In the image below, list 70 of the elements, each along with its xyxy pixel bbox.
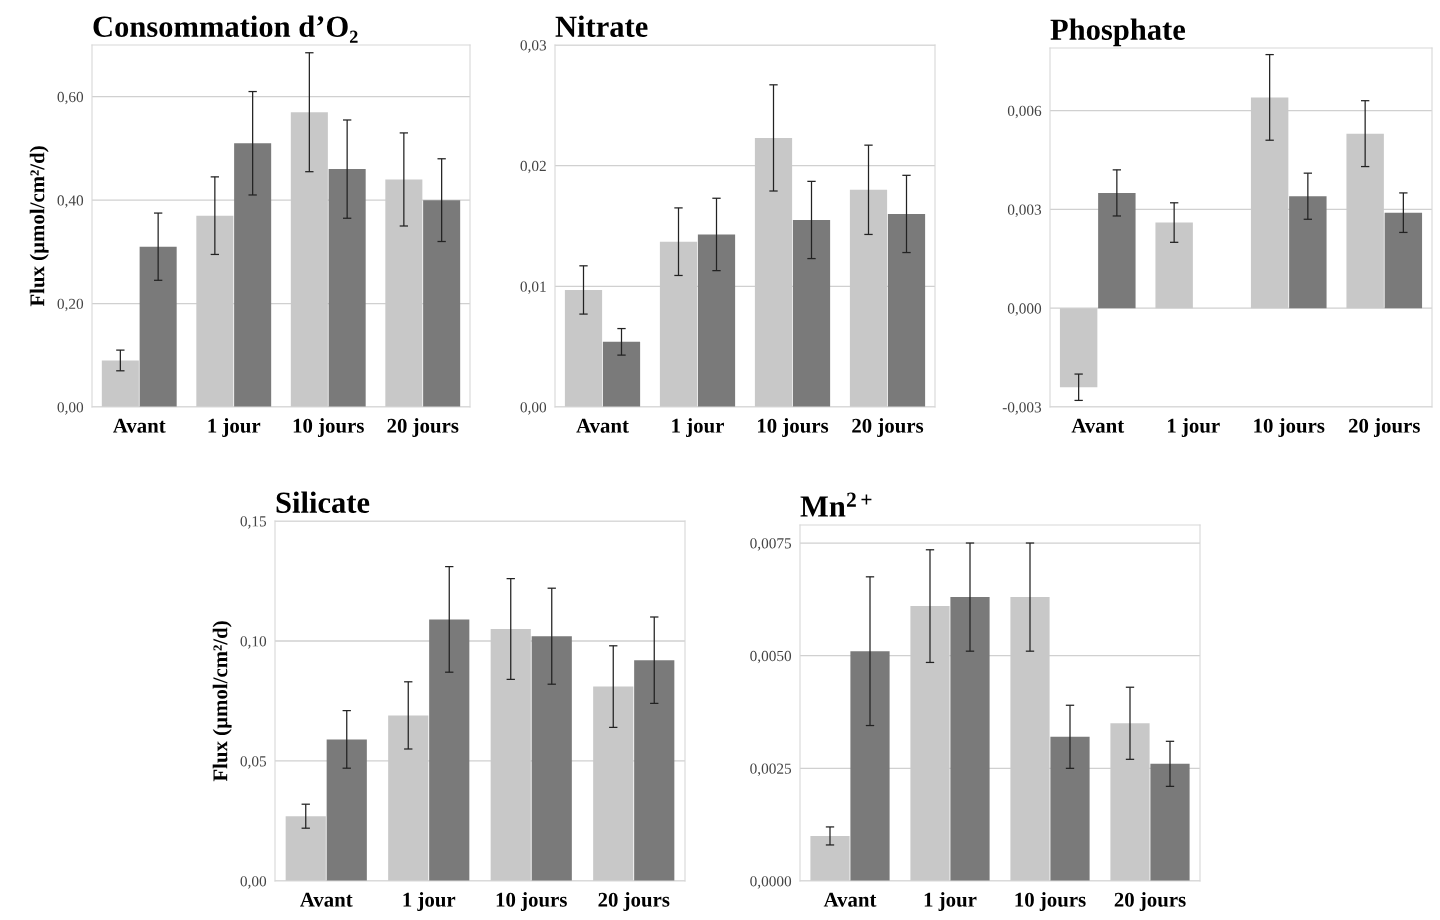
y-tick-label: 0,20 (57, 298, 84, 312)
y-tick-label: 0,0025 (750, 763, 792, 776)
x-tick-label: 10 jours (496, 892, 567, 911)
bar (101, 360, 139, 407)
x-tick-label: 10 jours (293, 418, 364, 437)
x-tick-label: 20 jours (598, 892, 670, 911)
bar (326, 739, 367, 881)
y-tick-label: 0,03 (520, 40, 547, 53)
y-tick-label: 0,40 (57, 195, 84, 208)
y-tick-label: 0,60 (57, 91, 84, 105)
y-tick-label: 0,003 (1007, 204, 1042, 218)
y-tick-label: 0,10 (240, 636, 267, 649)
x-tick-label: Avant (1071, 418, 1125, 433)
bar (850, 651, 890, 881)
bar (1384, 212, 1423, 309)
y-tick-label: 0,02 (520, 160, 546, 174)
x-tick-label: 10 jours (1015, 892, 1086, 911)
x-tick-label: 20 jours (1114, 892, 1186, 911)
x-tick-label: 1 jour (672, 418, 724, 437)
y-tick-label: 0,0000 (750, 876, 792, 889)
bar (792, 219, 831, 407)
bar (531, 636, 572, 881)
bar (423, 200, 461, 407)
bar (602, 341, 641, 407)
x-tick-label: Avant (113, 418, 166, 433)
x-tick-label: 10 jours (1254, 418, 1325, 437)
y-axis-title: Flux (µmol/cm²/d) (212, 621, 232, 782)
bar (1289, 196, 1327, 309)
bar (1050, 736, 1090, 881)
y-tick-label: 0,0050 (750, 650, 792, 664)
x-tick-label: 1 jour (1168, 418, 1220, 437)
bar (810, 835, 850, 881)
x-tick-label: Avant (576, 418, 629, 433)
x-tick-label: 10 jours (758, 418, 829, 437)
x-tick-label: 1 jour (924, 892, 977, 911)
chart-title: Consommation d’O₂ (93, 15, 358, 43)
y-tick-label: 0,006 (1007, 105, 1042, 119)
y-tick-label: 0,05 (240, 756, 267, 769)
x-tick-label: 1 jour (208, 418, 261, 437)
bar (139, 246, 177, 407)
y-tick-label: 0,00 (57, 402, 84, 415)
y-tick-label: -0,003 (1002, 402, 1042, 415)
y-tick-label: 0,0075 (750, 538, 792, 551)
chart-title: Nitrate (555, 15, 648, 37)
chart-title: Silicate (276, 491, 370, 513)
y-tick-label: 0,000 (1007, 303, 1042, 316)
x-tick-label: Avant (300, 892, 353, 907)
x-tick-label: Avant (823, 892, 877, 907)
y-axis-title: Flux (µmol/cm²/d) (29, 146, 49, 307)
bar (950, 597, 990, 881)
bar (1150, 763, 1190, 881)
bar (1098, 192, 1136, 309)
bar (328, 169, 366, 407)
y-tick-label: 0,00 (240, 876, 267, 889)
bar (887, 213, 926, 407)
x-tick-label: 20 jours (852, 418, 924, 437)
x-tick-label: 20 jours (1348, 418, 1420, 437)
bar (634, 660, 675, 881)
bar (234, 143, 272, 407)
y-tick-label: 0,01 (520, 281, 546, 294)
bar (429, 619, 470, 881)
y-tick-label: 0,00 (520, 402, 547, 415)
bar (285, 816, 326, 881)
bar (564, 289, 603, 407)
x-tick-label: 1 jour (403, 892, 456, 911)
bar (697, 234, 736, 407)
y-tick-label: 0,15 (240, 516, 267, 529)
x-tick-label: 20 jours (387, 418, 459, 437)
chart-title: Phosphate (1050, 18, 1186, 47)
chart-title: Mn$^{2+}$ (800, 492, 872, 517)
